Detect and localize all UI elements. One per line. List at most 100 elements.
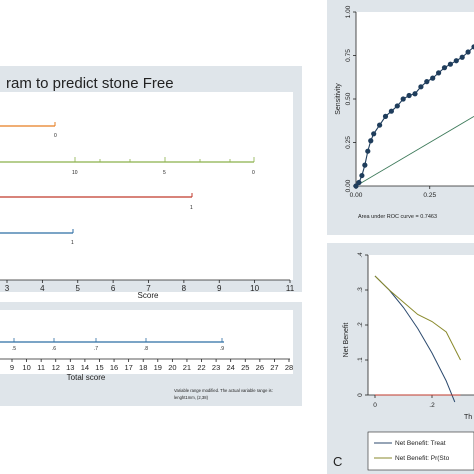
score-tick-label: 7	[146, 284, 151, 293]
score-tick-label: 4	[40, 284, 45, 293]
roc-y-tick-label: 0.00	[345, 179, 352, 192]
roc-curves	[353, 44, 474, 189]
nomogram-row-2-tick-5: 5	[163, 170, 166, 176]
total-tick-label: 25	[241, 363, 249, 372]
dca-x-tick-label: 0	[373, 402, 377, 409]
dca-y-label: Net Benefit	[343, 323, 350, 358]
total-tick-label: 12	[52, 363, 60, 372]
total-tick-label: 21	[183, 363, 191, 372]
roc-point	[365, 148, 371, 154]
roc-y-tick-label: 0.50	[345, 92, 352, 105]
total-axis-ticks: 9 10 11 12 13 14 15 16 17 18 19 20 21 22 23 24 25 26 27 28	[10, 359, 293, 372]
roc-point	[353, 183, 359, 189]
nomogram-title: ram to predict stone Free	[6, 75, 174, 92]
roc-y-tick-label: 0.25	[345, 136, 352, 149]
roc-y-tick-label: 1.00	[345, 5, 352, 18]
total-tick-label: 20	[168, 363, 176, 372]
total-axis-label: Total score	[67, 373, 106, 382]
score-tick-label: 10	[250, 284, 259, 293]
dca-y-tick-label: .3	[357, 287, 364, 293]
nomogram-row-2-minor-ticks	[74, 157, 255, 162]
roc-x-tick-label: 0.25	[423, 192, 436, 199]
nomogram-row-2-tick-10: 10	[72, 170, 78, 176]
prob-tick-label: .9	[220, 346, 224, 352]
dca-y-tick-label: 0	[357, 393, 364, 397]
roc-point	[362, 162, 368, 168]
roc-point	[394, 103, 400, 109]
roc-point	[359, 172, 365, 179]
dca-y-tick-label: .4	[357, 252, 364, 258]
roc-point	[406, 92, 412, 99]
score-tick-label: 9	[217, 284, 222, 293]
roc-point	[382, 113, 389, 119]
total-tick-label: 16	[110, 363, 118, 372]
roc-plot-area	[356, 12, 474, 186]
roc-point	[377, 122, 383, 128]
score-axis-ticks: 3 4 5 6 7 8 9 10 11	[5, 280, 295, 293]
roc-y-tick-label: 0.75	[345, 49, 352, 62]
score-tick-label: 5	[76, 284, 81, 293]
roc-point	[447, 61, 453, 67]
dca-x-tick-label: .2	[429, 402, 435, 409]
legend-label-model: Net Benefit: Pr(Sto	[395, 455, 450, 462]
total-tick-label: 23	[212, 363, 220, 372]
prob-tick-label: .6	[52, 346, 56, 352]
total-tick-label: 27	[270, 363, 278, 372]
roc-point	[412, 91, 418, 97]
roc-point	[388, 108, 394, 114]
prob-tick-label: .8	[144, 346, 148, 352]
total-tick-label: 14	[81, 363, 89, 372]
prob-tick-label: .5	[12, 346, 16, 352]
roc-point	[441, 65, 448, 71]
probability-ticks: .5 .6 .7 .8 .9	[12, 338, 224, 352]
roc-point	[430, 75, 436, 81]
dca-y-ticks: 0 .1 .2 .3 .4	[357, 252, 368, 397]
legend-label-treat: Net Benefit: Treat	[395, 440, 446, 447]
nomogram-row-3-tick: 1	[190, 205, 193, 211]
roc-point	[400, 96, 406, 102]
score-tick-label: 3	[5, 284, 10, 293]
total-tick-label: 11	[37, 363, 45, 372]
roc-point	[459, 54, 465, 60]
score-axis-label: Score	[138, 291, 159, 300]
roc-point	[371, 131, 377, 137]
roc-auc-text: Area under ROC curve = 0.7463	[358, 214, 437, 220]
dca-y-tick-label: .2	[357, 322, 364, 328]
dca-model-curve	[374, 275, 461, 361]
total-tick-label: 24	[227, 363, 235, 372]
roc-y-label: Sensitivity	[335, 83, 342, 115]
roc-point	[471, 44, 474, 50]
total-tick-label: 28	[285, 363, 293, 372]
dca-curves	[374, 275, 461, 403]
prob-tick-label: .7	[94, 346, 98, 352]
roc-point	[465, 49, 471, 55]
roc-point	[368, 138, 374, 144]
roc-point	[418, 84, 424, 90]
dca-x-cut-label: Th	[464, 414, 472, 421]
dca-y-tick-label: .1	[357, 357, 364, 363]
nomogram-note-line-2: lenght1mm, (2,38)	[174, 395, 209, 400]
score-tick-label: 6	[111, 284, 116, 293]
total-tick-label: 22	[197, 363, 205, 372]
nomogram-note-line-1: Variable range modified. The actual vari…	[174, 388, 273, 393]
score-tick-label: 8	[182, 284, 187, 293]
roc-reference-line	[355, 116, 474, 187]
panel-letter-c: C	[333, 454, 342, 469]
roc-point	[453, 58, 459, 64]
dca-legend	[367, 431, 474, 471]
roc-x-tick-label: 0.00	[350, 192, 363, 199]
nomogram-row-4-tick: 1	[71, 240, 74, 246]
nomogram-row-2-tick-0: 0	[252, 170, 255, 176]
total-tick-label: 18	[139, 363, 147, 372]
dca-plot-area	[368, 255, 474, 395]
total-tick-label: 26	[256, 363, 264, 372]
score-tick-label: 11	[286, 284, 295, 293]
total-tick-label: 17	[124, 363, 132, 372]
nomogram-plot-area	[0, 92, 293, 280]
total-tick-label: 9	[10, 363, 14, 372]
nomogram-row-1-tick: 0	[54, 133, 57, 139]
total-tick-label: 19	[154, 363, 162, 372]
roc-point	[424, 79, 430, 85]
roc-point	[356, 179, 362, 186]
